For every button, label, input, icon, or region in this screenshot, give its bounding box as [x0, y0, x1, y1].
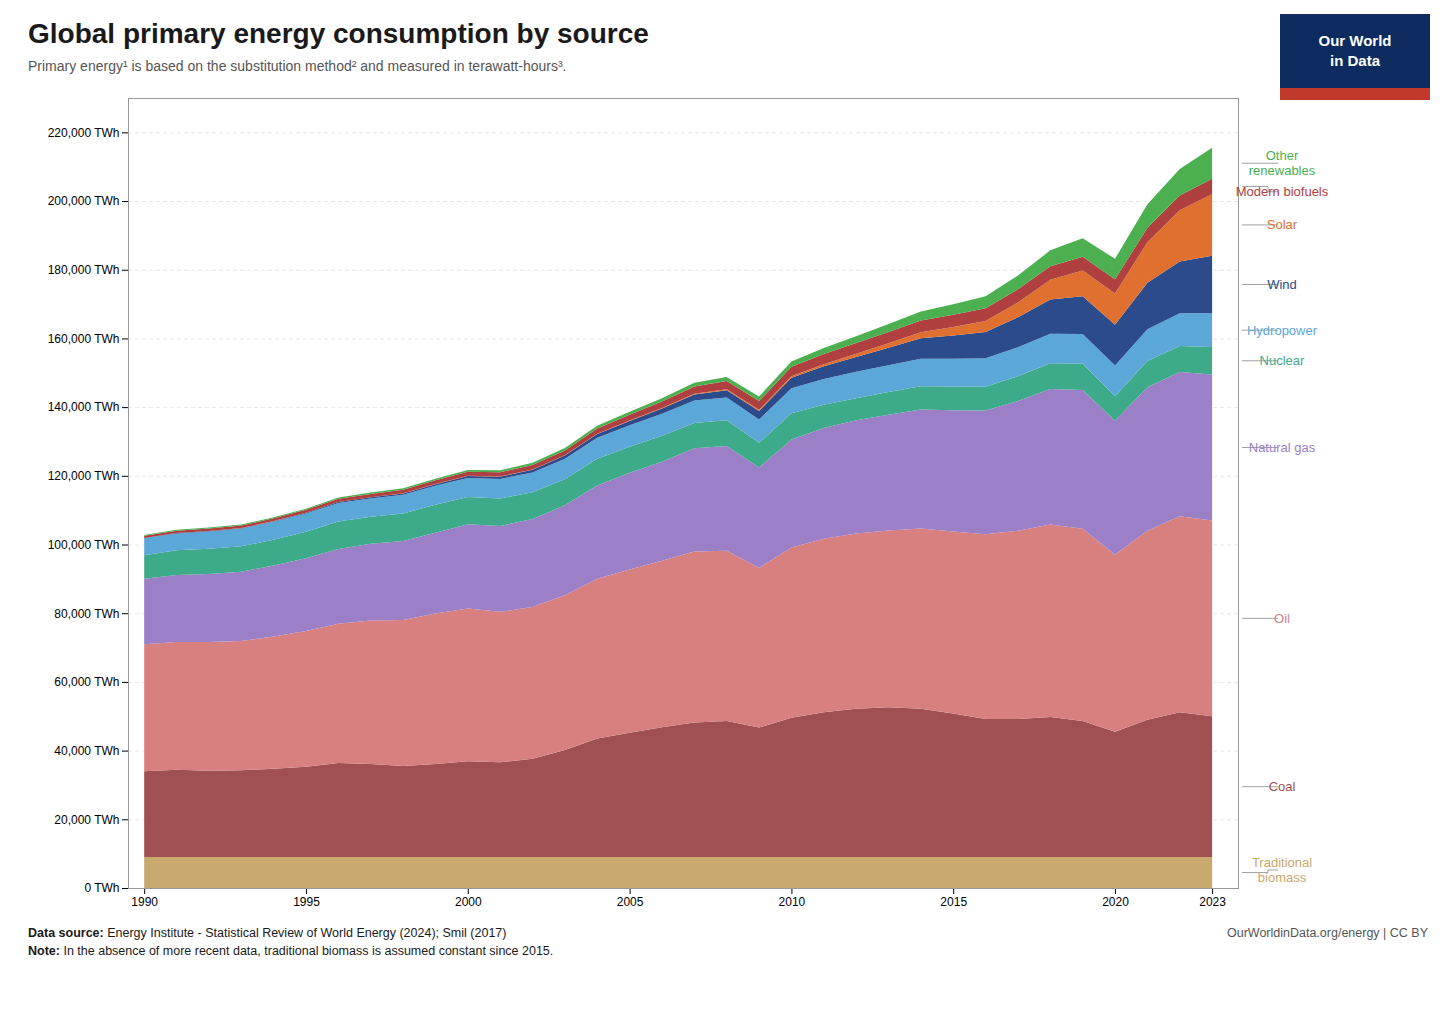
svg-text:2010: 2010 — [779, 895, 806, 909]
svg-text:2023: 2023 — [1199, 895, 1226, 909]
svg-text:0 TWh: 0 TWh — [84, 881, 119, 895]
svg-text:Nuclear: Nuclear — [1260, 353, 1305, 368]
svg-text:200,000 TWh: 200,000 TWh — [48, 194, 120, 208]
svg-text:2015: 2015 — [940, 895, 967, 909]
svg-text:1995: 1995 — [293, 895, 320, 909]
svg-text:2000: 2000 — [455, 895, 482, 909]
svg-text:60,000 TWh: 60,000 TWh — [54, 675, 119, 689]
svg-text:120,000 TWh: 120,000 TWh — [48, 469, 120, 483]
svg-text:20,000 TWh: 20,000 TWh — [54, 813, 119, 827]
html-text:Data source: Energy Institute: Data source: Energy Institute - Statisti… — [28, 926, 507, 940]
svg-text:140,000 TWh: 140,000 TWh — [48, 400, 120, 414]
html-text:Note: In the absence of more r: Note: In the absence of more recent data… — [28, 944, 554, 958]
html-text:OurWorldinData.org/energy | CC: OurWorldinData.org/energy | CC BY — [1227, 926, 1428, 940]
svg-text:160,000 TWh: 160,000 TWh — [48, 332, 120, 346]
svg-text:100,000 TWh: 100,000 TWh — [48, 538, 120, 552]
svg-text:Traditionalbiomass: Traditionalbiomass — [1252, 855, 1312, 885]
svg-text:1990: 1990 — [131, 895, 158, 909]
svg-text:Modern biofuels: Modern biofuels — [1236, 184, 1329, 199]
svg-text:Wind: Wind — [1267, 277, 1297, 292]
svg-text:Coal: Coal — [1269, 779, 1296, 794]
html-text:in Data: in Data — [1330, 52, 1380, 69]
html-text:Primary energy¹ is based on th: Primary energy¹ is based on the substitu… — [28, 58, 567, 74]
html-text:Global primary energy consumpt: Global primary energy consumption by sou… — [28, 18, 649, 49]
svg-text:2005: 2005 — [617, 895, 644, 909]
svg-text:Hydropower: Hydropower — [1247, 323, 1318, 338]
svg-text:180,000 TWh: 180,000 TWh — [48, 263, 120, 277]
svg-text:40,000 TWh: 40,000 TWh — [54, 744, 119, 758]
svg-text:Solar: Solar — [1267, 217, 1298, 232]
svg-text:Otherrenewables: Otherrenewables — [1249, 148, 1316, 178]
svg-text:Natural gas: Natural gas — [1249, 440, 1316, 455]
svg-text:Oil: Oil — [1274, 611, 1290, 626]
svg-text:220,000 TWh: 220,000 TWh — [48, 126, 120, 140]
svg-text:2020: 2020 — [1102, 895, 1129, 909]
html-text:Our World: Our World — [1318, 32, 1392, 49]
svg-text:80,000 TWh: 80,000 TWh — [54, 607, 119, 621]
